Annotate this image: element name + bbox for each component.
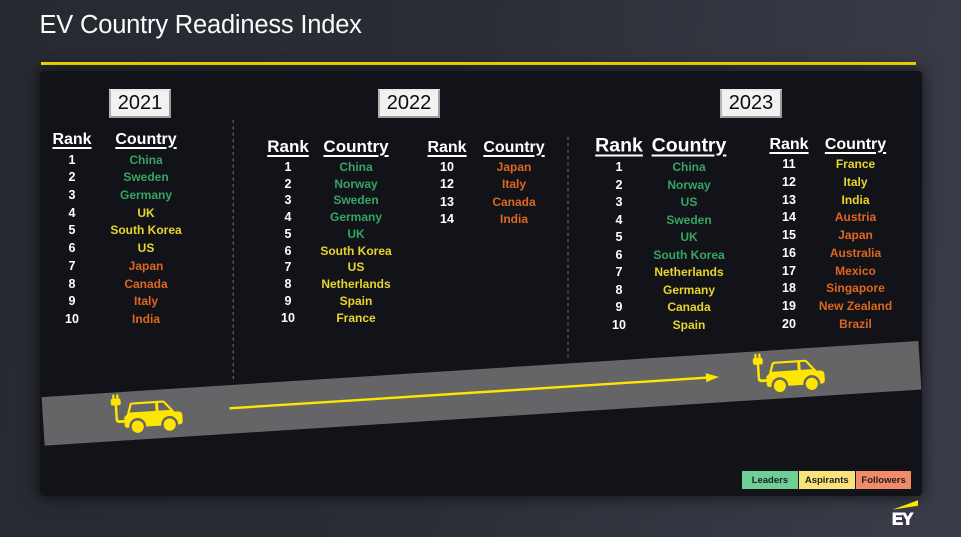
svg-text:EY: EY [892, 511, 913, 529]
